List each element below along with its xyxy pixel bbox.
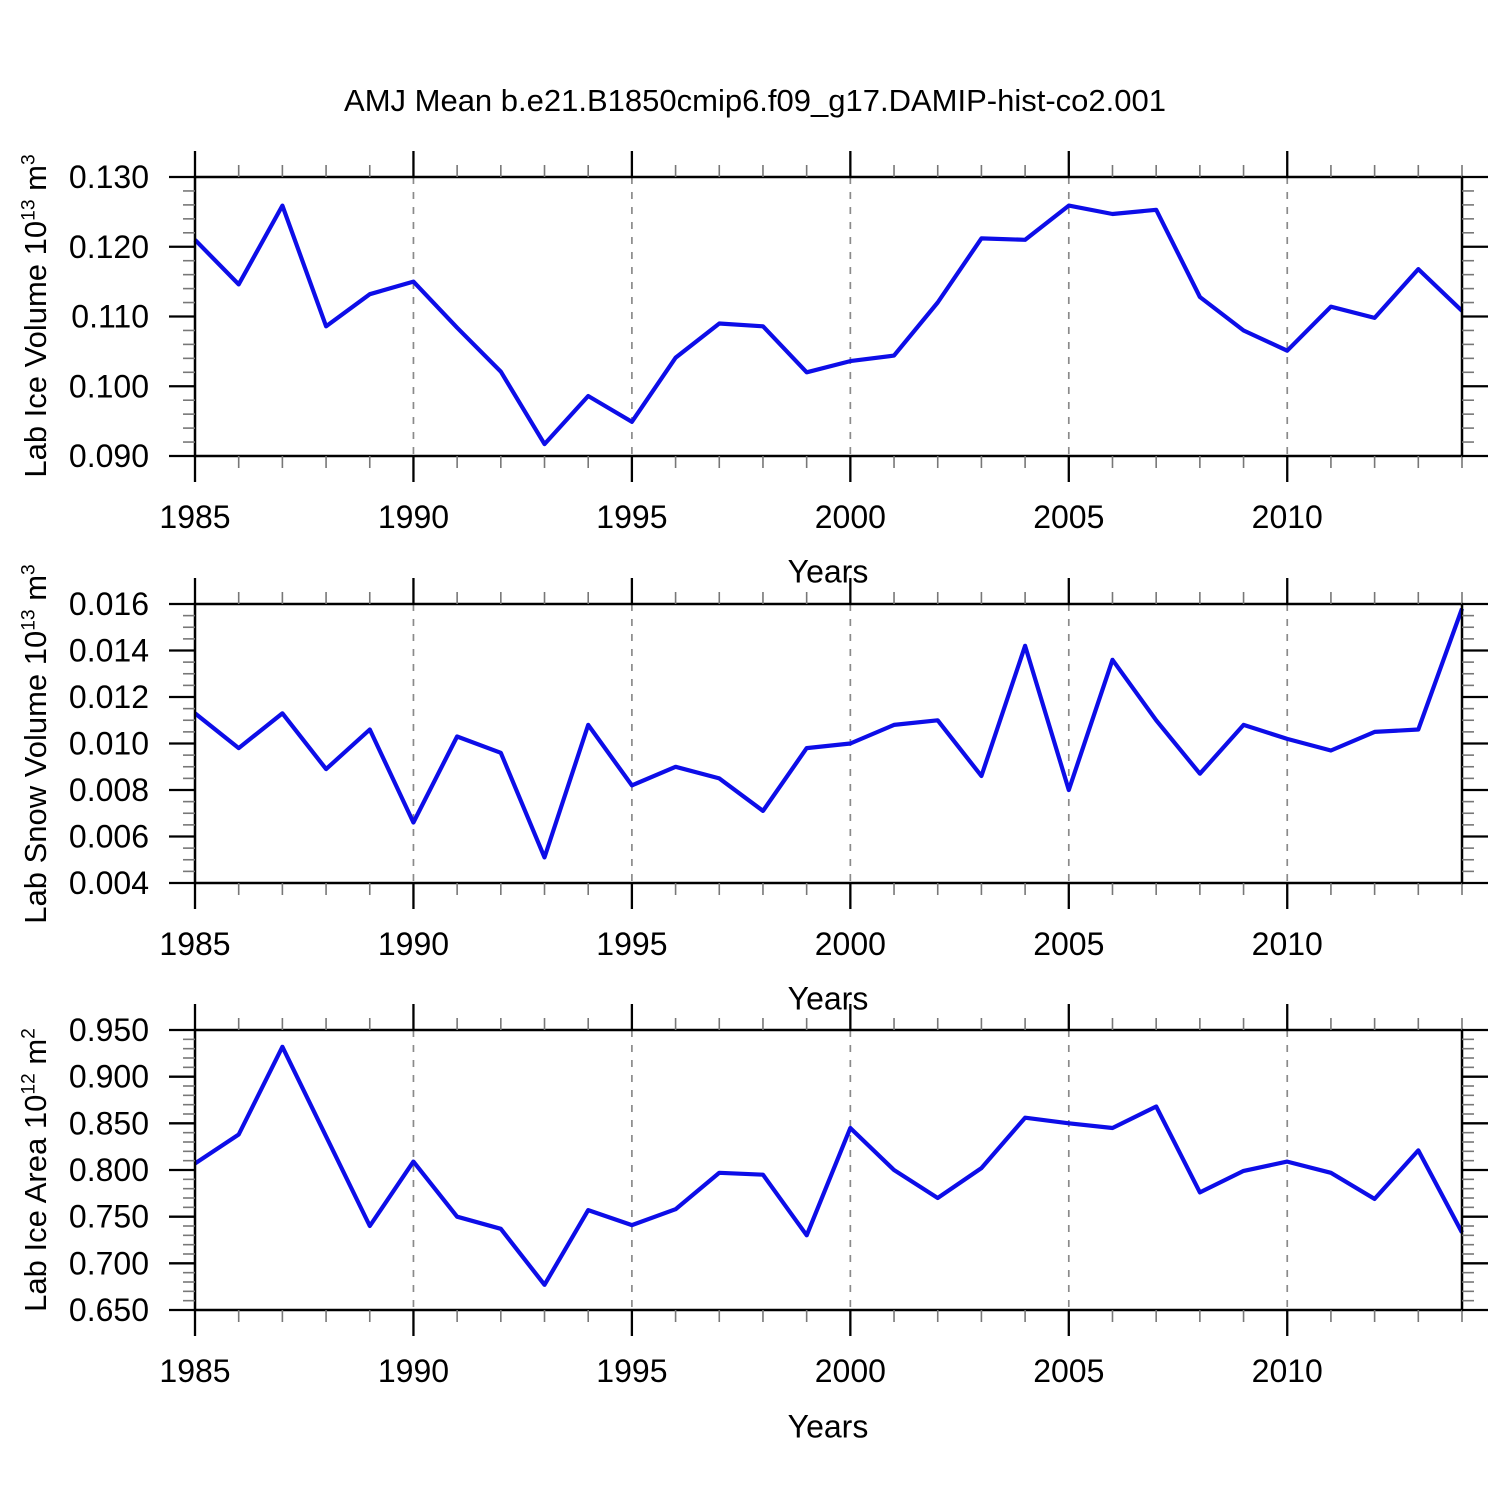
y-tick-label: 0.110 — [71, 299, 149, 335]
y-tick-label: 0.004 — [69, 865, 149, 901]
y-axis-title-unit-exponent: 2 — [18, 1028, 40, 1039]
lab-ice-area-series-line — [193, 1044, 1464, 1287]
y-axis-title-unit: m — [18, 574, 53, 610]
y-axis-title-unit: m — [18, 1038, 53, 1074]
y-axis-title-exponent: 12 — [18, 1073, 40, 1095]
y-tick-label: 0.008 — [69, 772, 149, 808]
x-tick-label: 1985 — [159, 926, 230, 962]
y-axis-title-ice-volume: Lab Ice Volume 1013 m3 — [18, 154, 54, 477]
y-tick-label: 0.700 — [69, 1245, 149, 1281]
y-tick-label: 0.750 — [69, 1199, 149, 1235]
lab-ice-area-frame — [193, 1028, 1464, 1312]
x-axis-title-ice-volume: Years — [787, 553, 869, 590]
y-axis-title-text: Lab Ice Area 10 — [18, 1094, 53, 1312]
y-axis-title-exponent: 13 — [18, 199, 40, 221]
y-tick-label: 0.012 — [69, 679, 149, 715]
figure-title: AMJ Mean b.e21.B1850cmip6.f09_g17.DAMIP-… — [344, 83, 1166, 118]
y-tick-label: 0.016 — [69, 586, 149, 622]
x-tick-label: 1985 — [159, 499, 230, 535]
y-tick-label: 0.650 — [69, 1292, 149, 1328]
y-axis-title-text: Lab Snow Volume 10 — [18, 630, 53, 924]
x-tick-label: 1990 — [378, 499, 449, 535]
lab-snow-volume-plot: 0.004 0.006 0.008 0.010 0.012 0.014 0.016 1985 1… — [69, 578, 1488, 962]
y-tick-label: 0.900 — [69, 1059, 149, 1095]
x-tick-label: 2000 — [815, 1353, 886, 1389]
x-tick-label: 2005 — [1033, 1353, 1104, 1389]
x-tick-label: 2005 — [1033, 499, 1104, 535]
lab-snow-volume-frame — [193, 602, 1464, 885]
x-tick-label: 2010 — [1252, 926, 1323, 962]
y-tick-label: 0.800 — [69, 1152, 149, 1188]
y-tick-label: 0.100 — [69, 368, 149, 404]
y-tick-label: 0.006 — [69, 819, 149, 855]
y-tick-label: 0.130 — [69, 159, 149, 195]
y-axis-title-snow-volume: Lab Snow Volume 1013 m3 — [18, 564, 54, 924]
x-tick-label: 2010 — [1252, 499, 1323, 535]
y-axis-title-exponent: 13 — [18, 609, 40, 631]
x-tick-label: 1995 — [596, 1353, 667, 1389]
y-tick-label: 0.950 — [69, 1012, 149, 1048]
x-tick-label: 1990 — [378, 1353, 449, 1389]
x-tick-label: 2010 — [1252, 1353, 1323, 1389]
y-tick-label: 0.120 — [69, 229, 149, 265]
x-tick-label: 1990 — [378, 926, 449, 962]
lab-ice-area-plot: 0.650 0.700 0.750 0.800 0.850 0.900 0.950 1985 1… — [69, 1004, 1488, 1389]
y-tick-label: 0.010 — [69, 726, 149, 762]
y-axis-title-ice-area: Lab Ice Area 1012 m2 — [18, 1028, 54, 1312]
x-tick-label: 1995 — [596, 926, 667, 962]
y-axis-title-text: Lab Ice Volume 10 — [18, 220, 53, 478]
lab-snow-volume-series-line — [193, 607, 1464, 860]
y-axis-title-unit-exponent: 3 — [18, 564, 40, 575]
y-axis-title-unit-exponent: 3 — [18, 154, 40, 166]
x-axis-title-ice-area: Years — [787, 1408, 869, 1445]
lab-ice-volume-plot: 0.090 0.100 0.110 0.120 0.130 1985 1990 1995 200… — [69, 151, 1488, 535]
y-axis-title-unit: m — [18, 165, 53, 200]
lab-ice-volume-series-line — [193, 203, 1464, 447]
y-tick-label: 0.850 — [69, 1105, 149, 1141]
y-tick-label: 0.014 — [69, 633, 149, 669]
x-axis-title-snow-volume: Years — [787, 980, 869, 1017]
lab-ice-volume-frame — [193, 175, 1464, 458]
y-tick-label: 0.090 — [69, 438, 149, 474]
x-tick-label: 2000 — [815, 926, 886, 962]
x-tick-label: 2005 — [1033, 926, 1104, 962]
x-tick-label: 2000 — [815, 499, 886, 535]
x-tick-label: 1995 — [596, 499, 667, 535]
x-tick-label: 1985 — [159, 1353, 230, 1389]
